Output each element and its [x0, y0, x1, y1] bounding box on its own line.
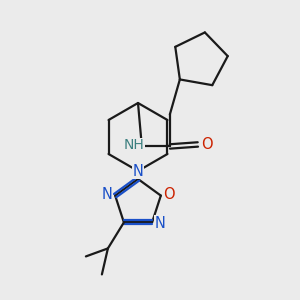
Text: N: N: [102, 187, 112, 202]
Text: NH: NH: [124, 139, 144, 152]
Text: N: N: [133, 164, 143, 178]
Text: O: O: [163, 187, 175, 202]
Text: N: N: [155, 216, 166, 231]
Text: O: O: [201, 137, 213, 152]
